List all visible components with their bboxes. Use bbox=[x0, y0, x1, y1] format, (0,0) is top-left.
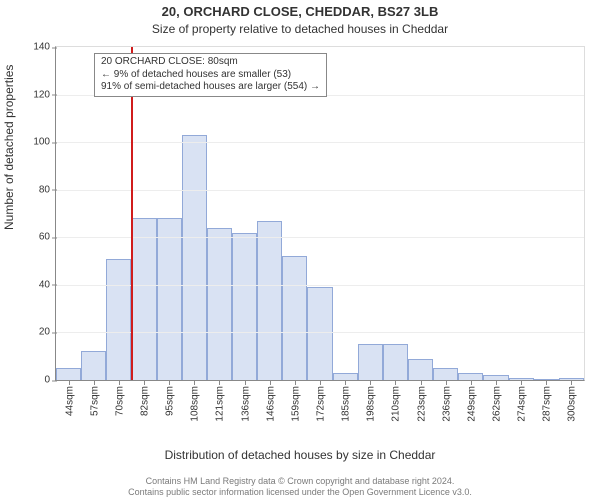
y-axis-label: Number of detached properties bbox=[2, 65, 16, 230]
bar bbox=[131, 218, 156, 380]
bar bbox=[408, 359, 433, 380]
bar bbox=[358, 344, 383, 380]
gridline bbox=[56, 190, 584, 191]
gridline bbox=[56, 285, 584, 286]
x-tick: 159sqm bbox=[288, 386, 301, 422]
bar bbox=[232, 233, 257, 380]
bar-slot: 185sqm bbox=[333, 47, 358, 380]
x-tick: 262sqm bbox=[489, 386, 502, 422]
x-tick: 172sqm bbox=[313, 386, 326, 422]
bar bbox=[433, 368, 458, 380]
marker-line bbox=[131, 47, 133, 380]
bar-slot: 300sqm bbox=[559, 47, 584, 380]
x-tick: 95sqm bbox=[163, 386, 176, 416]
bar bbox=[56, 368, 81, 380]
x-tick: 236sqm bbox=[439, 386, 452, 422]
bar-slot: 198sqm bbox=[358, 47, 383, 380]
footer-line: Contains public sector information licen… bbox=[0, 487, 600, 498]
x-tick: 70sqm bbox=[112, 386, 125, 416]
bar-slot: 146sqm bbox=[257, 47, 282, 380]
bar bbox=[534, 379, 559, 380]
chart-subtitle: Size of property relative to detached ho… bbox=[0, 22, 600, 36]
x-tick: 185sqm bbox=[339, 386, 352, 422]
y-tick: 20 bbox=[39, 327, 56, 338]
bar bbox=[559, 378, 584, 380]
annotation-line: 91% of semi-detached houses are larger (… bbox=[101, 81, 320, 94]
x-tick: 223sqm bbox=[414, 386, 427, 422]
x-tick: 57sqm bbox=[87, 386, 100, 416]
bar bbox=[483, 375, 508, 380]
bar-slot: 274sqm bbox=[509, 47, 534, 380]
y-tick: 40 bbox=[39, 279, 56, 290]
bar-slot: 172sqm bbox=[307, 47, 332, 380]
annotation-line: 20 ORCHARD CLOSE: 80sqm bbox=[101, 56, 320, 69]
bar-slot: 287sqm bbox=[534, 47, 559, 380]
x-tick: 121sqm bbox=[213, 386, 226, 422]
plot-area: 44sqm57sqm70sqm82sqm95sqm108sqm121sqm136… bbox=[55, 46, 585, 381]
bar-slot: 236sqm bbox=[433, 47, 458, 380]
bars-group: 44sqm57sqm70sqm82sqm95sqm108sqm121sqm136… bbox=[56, 47, 584, 380]
y-tick: 100 bbox=[33, 137, 56, 148]
chart-container: 20, ORCHARD CLOSE, CHEDDAR, BS27 3LB Siz… bbox=[0, 0, 600, 500]
x-tick: 44sqm bbox=[62, 386, 75, 416]
y-tick: 80 bbox=[39, 184, 56, 195]
annotation-box: 20 ORCHARD CLOSE: 80sqm ← 9% of detached… bbox=[94, 53, 327, 97]
x-axis-label: Distribution of detached houses by size … bbox=[0, 448, 600, 462]
bar-slot: 108sqm bbox=[182, 47, 207, 380]
bar bbox=[333, 373, 358, 380]
x-tick: 198sqm bbox=[364, 386, 377, 422]
bar-slot: 82sqm bbox=[131, 47, 156, 380]
x-tick: 300sqm bbox=[565, 386, 578, 422]
bar bbox=[182, 135, 207, 380]
bar-slot: 210sqm bbox=[383, 47, 408, 380]
bar-slot: 70sqm bbox=[106, 47, 131, 380]
bar bbox=[509, 378, 534, 380]
footer: Contains HM Land Registry data © Crown c… bbox=[0, 476, 600, 498]
annotation-line: ← 9% of detached houses are smaller (53) bbox=[101, 69, 320, 82]
x-tick: 249sqm bbox=[464, 386, 477, 422]
x-tick: 82sqm bbox=[137, 386, 150, 416]
gridline bbox=[56, 142, 584, 143]
x-tick: 210sqm bbox=[389, 386, 402, 422]
bar-slot: 262sqm bbox=[483, 47, 508, 380]
y-tick: 120 bbox=[33, 89, 56, 100]
bar-slot: 159sqm bbox=[282, 47, 307, 380]
bar bbox=[383, 344, 408, 380]
x-tick: 287sqm bbox=[540, 386, 553, 422]
bar bbox=[106, 259, 131, 380]
bar-slot: 95sqm bbox=[157, 47, 182, 380]
x-tick: 108sqm bbox=[188, 386, 201, 422]
bar bbox=[207, 228, 232, 380]
gridline bbox=[56, 237, 584, 238]
bar-slot: 223sqm bbox=[408, 47, 433, 380]
y-tick: 0 bbox=[44, 375, 56, 386]
bar-slot: 121sqm bbox=[207, 47, 232, 380]
x-tick: 274sqm bbox=[515, 386, 528, 422]
bar bbox=[458, 373, 483, 380]
bar-slot: 57sqm bbox=[81, 47, 106, 380]
bar bbox=[257, 221, 282, 380]
y-tick: 140 bbox=[33, 42, 56, 53]
bar bbox=[307, 287, 332, 380]
bar bbox=[157, 218, 182, 380]
x-tick: 146sqm bbox=[263, 386, 276, 422]
bar-slot: 136sqm bbox=[232, 47, 257, 380]
footer-line: Contains HM Land Registry data © Crown c… bbox=[0, 476, 600, 487]
bar-slot: 249sqm bbox=[458, 47, 483, 380]
bar-slot: 44sqm bbox=[56, 47, 81, 380]
bar bbox=[81, 351, 106, 380]
y-tick: 60 bbox=[39, 232, 56, 243]
page-title: 20, ORCHARD CLOSE, CHEDDAR, BS27 3LB bbox=[0, 4, 600, 19]
gridline bbox=[56, 332, 584, 333]
bar bbox=[282, 256, 307, 380]
x-tick: 136sqm bbox=[238, 386, 251, 422]
